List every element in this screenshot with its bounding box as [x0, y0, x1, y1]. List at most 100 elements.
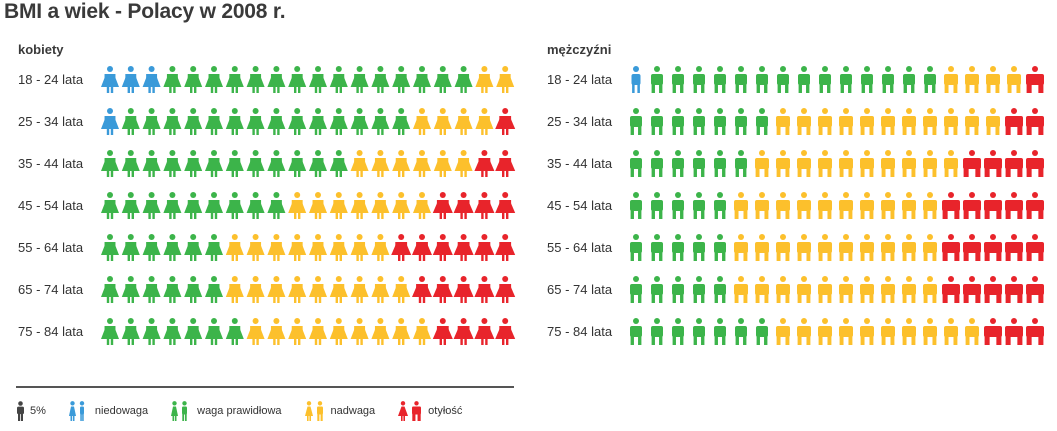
men-icon-overweight — [986, 108, 1000, 135]
men-icon-obese — [984, 150, 1002, 177]
women-icon-normal — [350, 66, 369, 93]
women-icon-overweight — [371, 234, 390, 261]
men-icon-overweight — [923, 150, 937, 177]
legend-label-unit: 5% — [30, 405, 46, 417]
men-icon-normal — [672, 234, 684, 261]
women-icon-overweight — [246, 276, 265, 303]
women-icon-obese — [474, 234, 495, 261]
legend-label-obese: otyłość — [428, 405, 463, 417]
men-icon-overweight — [818, 234, 832, 261]
men-icon-overweight — [755, 192, 769, 219]
women-icon-normal — [205, 318, 223, 345]
women-icon-normal — [246, 192, 265, 219]
men-icon-obese — [963, 234, 981, 261]
women-icon-normal — [205, 108, 223, 135]
women-icon-overweight — [371, 276, 390, 303]
men-icon-overweight — [839, 108, 853, 135]
row-label-0: 18 - 24 lata — [18, 72, 84, 87]
women-icon-overweight — [392, 276, 411, 303]
row-label-0: 18 - 24 lata — [547, 72, 613, 87]
row-label-3: 45 - 54 lata — [547, 198, 613, 213]
women-icon-normal — [163, 108, 182, 135]
panel-women: 18 - 24 lata 25 - 34 lata 35 - 44 lata 45 -… — [18, 66, 516, 345]
row-label-6: 75 - 84 lata — [547, 324, 613, 339]
men-icon-normal — [630, 150, 642, 177]
women-icon-underweight — [101, 108, 119, 135]
men-icon-overweight — [755, 276, 769, 303]
women-icon-normal — [225, 108, 244, 135]
men-icon-obese — [942, 276, 960, 303]
women-icon-normal — [101, 318, 119, 345]
men-icon-overweight — [734, 276, 748, 303]
men-icon-overweight — [839, 318, 853, 345]
men-icon-overweight — [776, 318, 790, 345]
men-icon-overweight — [881, 234, 895, 261]
men-icon-overweight — [1007, 66, 1021, 93]
women-icon-overweight — [288, 276, 307, 303]
men-icon-obese — [1026, 66, 1044, 93]
men-icon-overweight — [860, 234, 874, 261]
men-icon-overweight — [818, 276, 832, 303]
women-icon-normal — [184, 192, 203, 219]
men-icon-obese — [1005, 276, 1023, 303]
women-icon-overweight — [392, 192, 411, 219]
panel-title-women: kobiety — [18, 42, 64, 57]
men-icon-normal — [882, 66, 894, 93]
men-icon-overweight — [839, 276, 853, 303]
men-icon-normal — [693, 192, 705, 219]
person-icon — [17, 401, 24, 421]
women-icon-overweight — [350, 234, 369, 261]
men-icon-overweight — [776, 276, 790, 303]
men-icon-normal — [714, 192, 726, 219]
women-icon-normal — [267, 108, 286, 135]
women-icon-normal — [121, 276, 140, 303]
men-icon-overweight — [818, 192, 832, 219]
women-icon-normal — [246, 66, 265, 93]
women-icon-obese — [453, 234, 474, 261]
women-icon-normal — [413, 66, 431, 93]
women-icon-normal — [267, 66, 286, 93]
men-icon-obese — [963, 192, 981, 219]
men-icon-obese — [1026, 318, 1044, 345]
men-icon-overweight — [923, 234, 937, 261]
women-icon-overweight — [371, 192, 390, 219]
women-icon-normal — [101, 192, 119, 219]
men-icon-overweight — [818, 318, 832, 345]
women-icon-normal — [142, 150, 161, 177]
women-icon-underweight — [101, 66, 119, 93]
men-icon-overweight — [776, 192, 790, 219]
men-icon-normal — [756, 318, 768, 345]
couple-icon-overweight — [304, 401, 323, 421]
men-icon-normal — [693, 150, 705, 177]
women-icon-obese — [412, 234, 432, 261]
men-icon-overweight — [797, 234, 811, 261]
men-icon-overweight — [965, 66, 979, 93]
women-icon-normal — [205, 66, 223, 93]
men-icon-overweight — [776, 108, 790, 135]
men-icon-overweight — [734, 192, 748, 219]
women-icon-normal — [184, 234, 203, 261]
men-icon-obese — [984, 318, 1002, 345]
women-icon-normal — [309, 108, 327, 135]
men-icon-obese — [1026, 234, 1044, 261]
women-icon-overweight — [225, 234, 244, 261]
men-icon-obese — [1026, 192, 1044, 219]
men-icon-underweight — [631, 66, 641, 93]
women-icon-overweight — [392, 318, 411, 345]
legend-item-overweight: nadwaga — [304, 401, 375, 421]
legend: 5% niedowaga waga prawidłowa nadwaga oty… — [16, 398, 484, 424]
legend-item-underweight: niedowaga — [68, 401, 148, 421]
men-icon-overweight — [860, 276, 874, 303]
men-icon-normal — [672, 150, 684, 177]
women-icon-normal — [205, 276, 223, 303]
women-icon-overweight — [475, 66, 494, 93]
women-icon-overweight — [350, 318, 369, 345]
men-icon-overweight — [797, 108, 811, 135]
women-icon-normal — [329, 66, 348, 93]
women-icon-obese — [495, 276, 516, 303]
women-icon-overweight — [454, 108, 473, 135]
women-icon-normal — [288, 108, 307, 135]
women-icon-normal — [163, 66, 182, 93]
women-icon-overweight — [413, 192, 431, 219]
women-icon-normal — [121, 234, 140, 261]
